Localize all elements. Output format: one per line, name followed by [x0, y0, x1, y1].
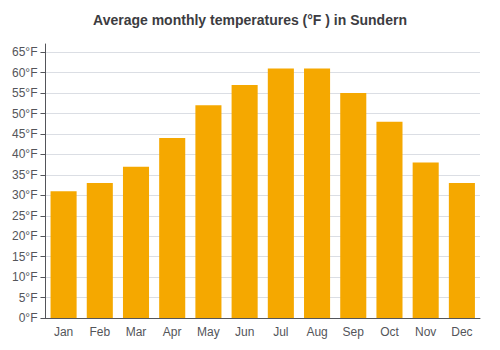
svg-text:Aug: Aug — [306, 325, 327, 339]
svg-text:Average monthly temperatures (: Average monthly temperatures (°F ) in Su… — [93, 12, 407, 28]
svg-text:Mar: Mar — [126, 325, 147, 339]
svg-text:15°F: 15°F — [12, 250, 37, 264]
svg-text:25°F: 25°F — [12, 209, 37, 223]
svg-text:Apr: Apr — [163, 325, 182, 339]
svg-text:Dec: Dec — [451, 325, 472, 339]
svg-text:Jul: Jul — [273, 325, 288, 339]
svg-text:65°F: 65°F — [12, 45, 37, 59]
svg-text:45°F: 45°F — [12, 127, 37, 141]
svg-text:35°F: 35°F — [12, 168, 37, 182]
svg-text:5°F: 5°F — [19, 291, 38, 305]
svg-text:Feb: Feb — [89, 325, 110, 339]
svg-text:55°F: 55°F — [12, 86, 37, 100]
svg-text:40°F: 40°F — [12, 147, 37, 161]
svg-text:Jun: Jun — [235, 325, 254, 339]
svg-text:Sep: Sep — [343, 325, 365, 339]
svg-text:Nov: Nov — [415, 325, 436, 339]
svg-text:10°F: 10°F — [12, 270, 37, 284]
svg-text:Oct: Oct — [380, 325, 399, 339]
svg-text:Jan: Jan — [54, 325, 73, 339]
svg-text:60°F: 60°F — [12, 66, 37, 80]
svg-text:50°F: 50°F — [12, 107, 37, 121]
svg-text:30°F: 30°F — [12, 188, 37, 202]
svg-text:0°F: 0°F — [19, 311, 38, 325]
svg-text:May: May — [197, 325, 220, 339]
svg-text:20°F: 20°F — [12, 229, 37, 243]
